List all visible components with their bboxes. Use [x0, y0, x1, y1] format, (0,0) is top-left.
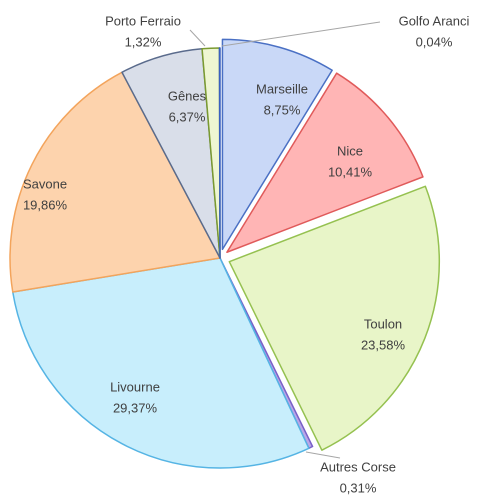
slice-name: Marseille [256, 81, 308, 96]
slice-name: Autres Corse [320, 459, 396, 474]
leader-line [189, 29, 206, 47]
slice-value: 1,32% [125, 34, 162, 49]
slice-value: 0,04% [416, 34, 453, 49]
slice-name: Porto Ferraio [105, 13, 181, 28]
slice-value: 23,58% [361, 337, 406, 352]
slice-name: Gênes [168, 88, 207, 103]
slice-value: 8,75% [264, 102, 301, 117]
slice-value: 10,41% [328, 164, 373, 179]
slice-name: Toulon [364, 316, 402, 331]
slice-value: 19,86% [23, 197, 68, 212]
pie-slice [226, 72, 424, 253]
pie-slice [9, 71, 221, 293]
slice-name: Livourne [110, 379, 160, 394]
pie-slice [221, 38, 333, 251]
slice-value: 6,37% [169, 109, 206, 124]
slice-value: 0,31% [340, 480, 377, 495]
pie-slice [228, 185, 440, 451]
pie-slice [218, 47, 221, 259]
slice-name: Golfo Aranci [399, 13, 470, 28]
slice-name: Nice [337, 143, 363, 158]
pie-slice [12, 257, 310, 469]
slice-value: 29,37% [113, 400, 158, 415]
leader-line [221, 21, 381, 47]
slice-name: Savone [23, 176, 67, 191]
leader-line [305, 451, 341, 459]
